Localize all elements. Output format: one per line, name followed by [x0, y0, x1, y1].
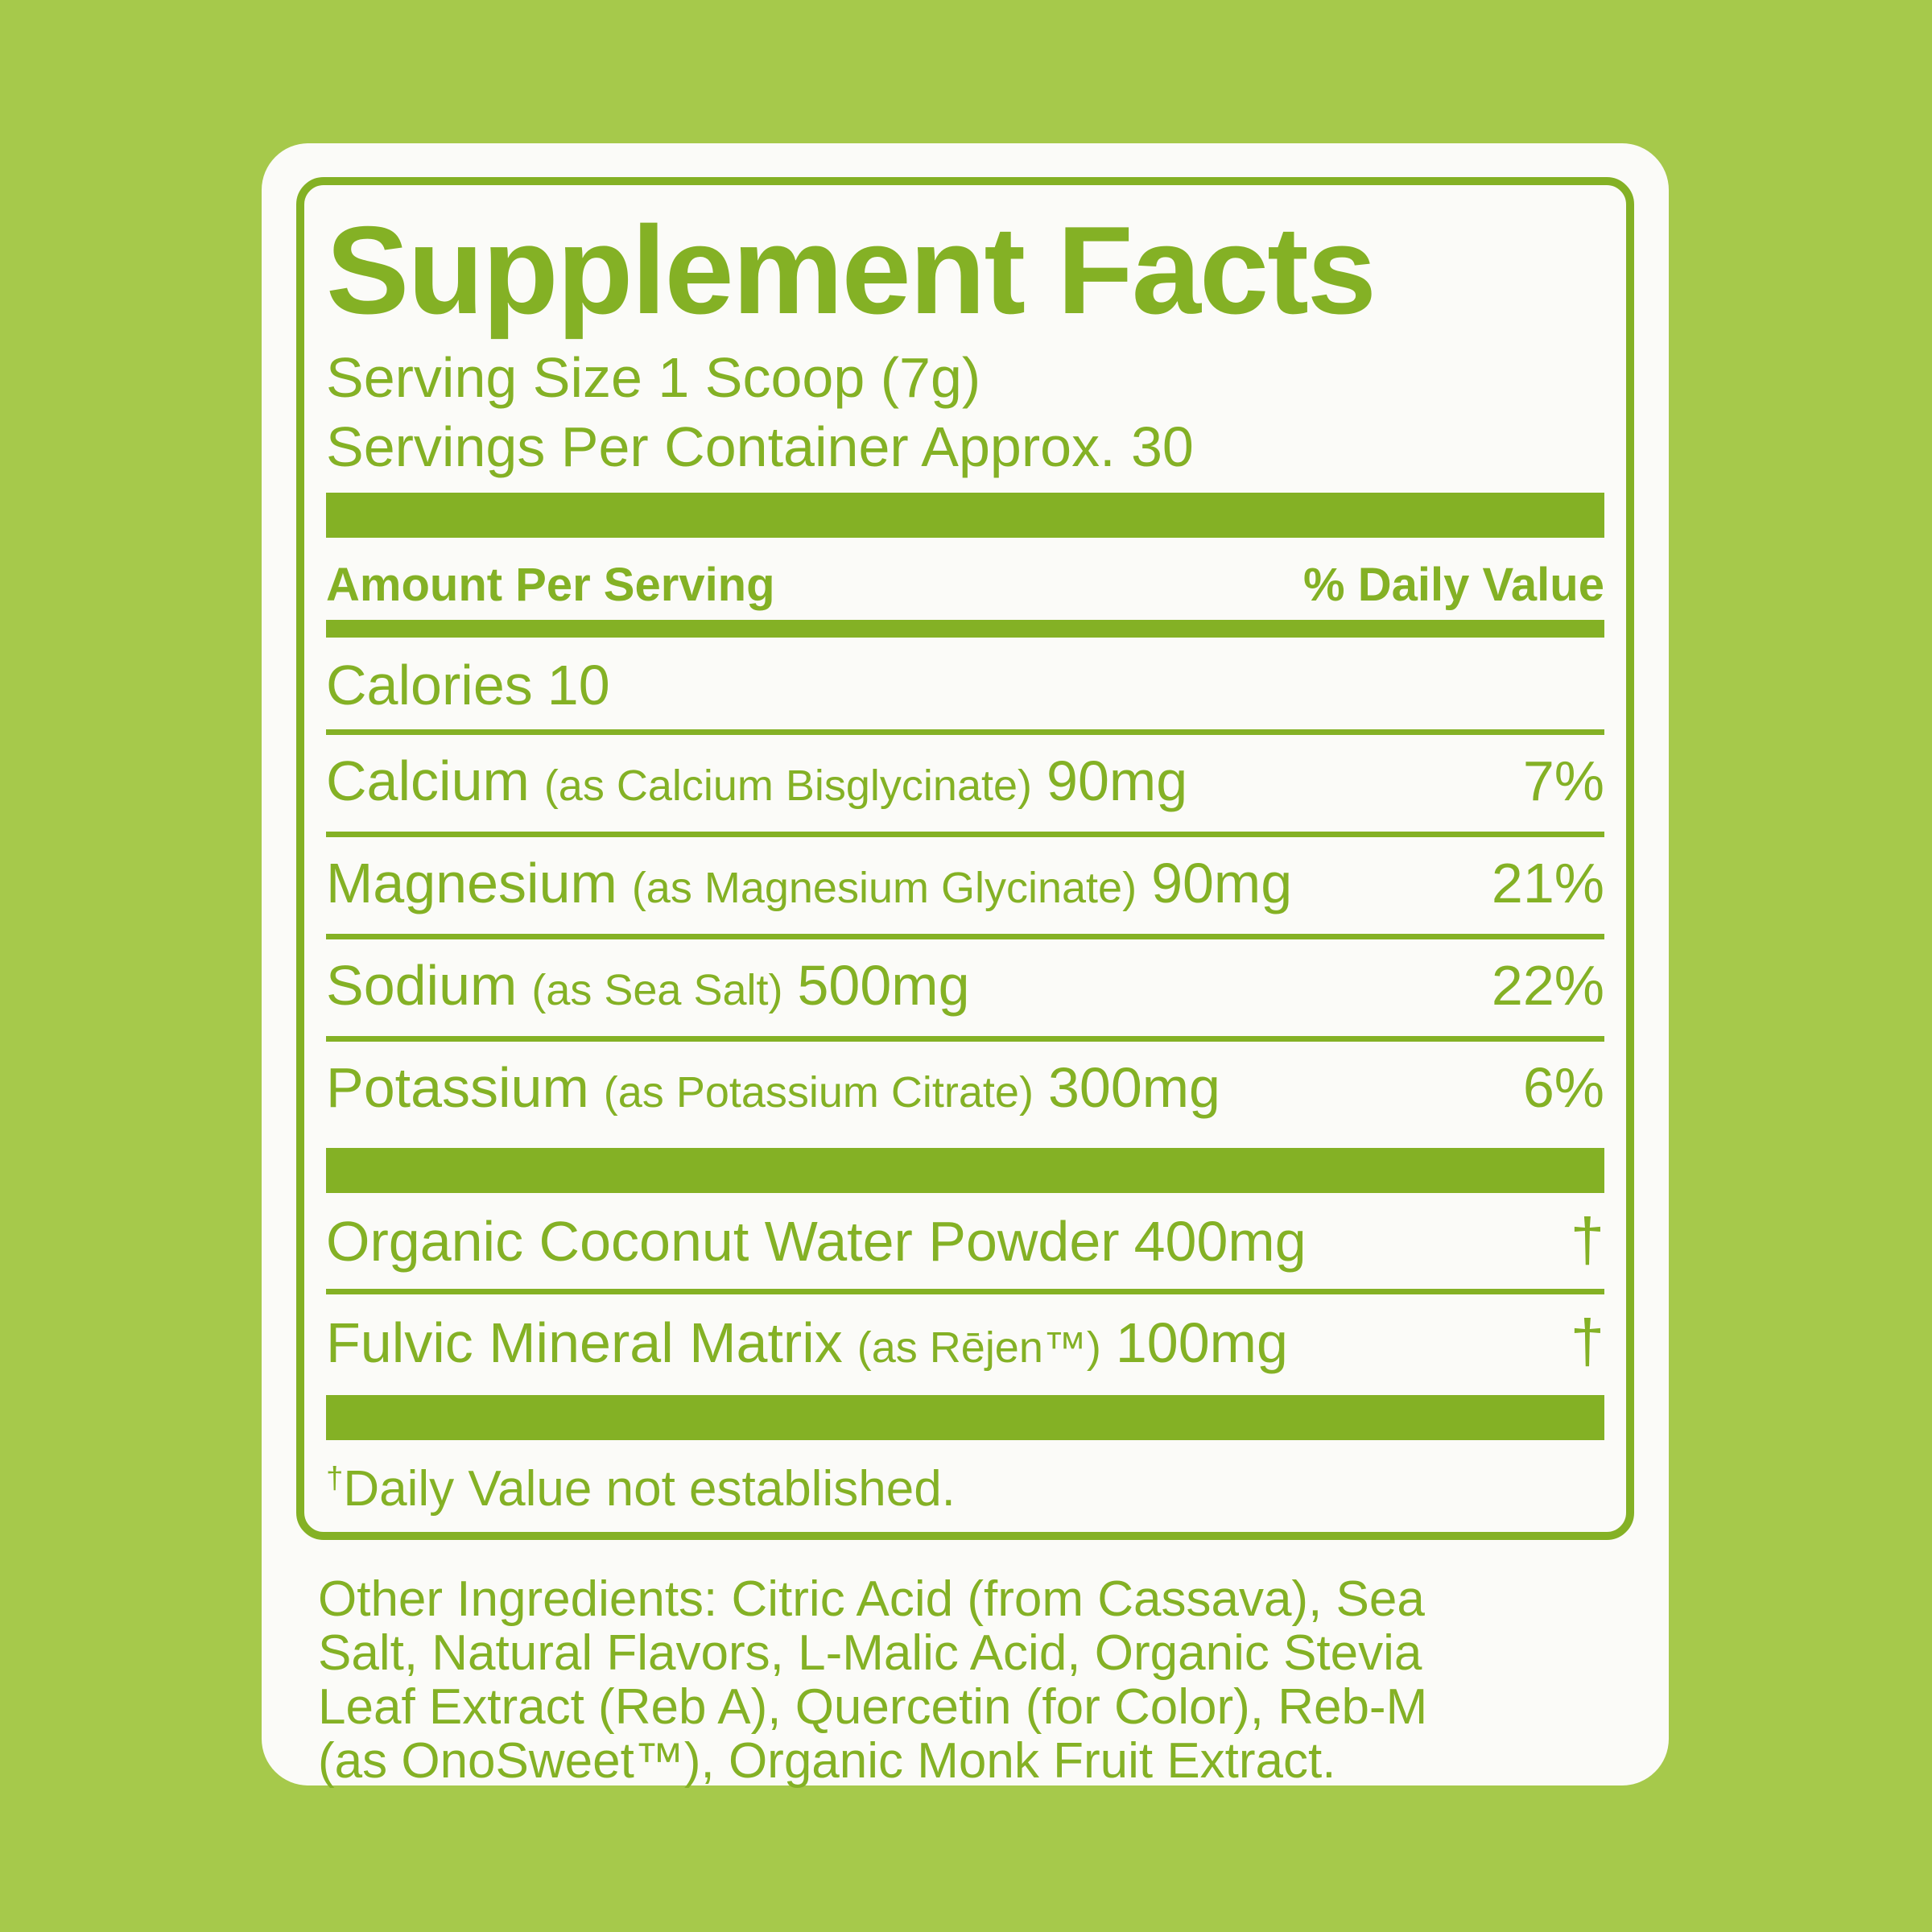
nutrient-daily-value: 21%: [1491, 852, 1604, 914]
servings-per-container-text: Servings Per Container Approx. 30: [326, 415, 1194, 478]
nutrient-daily-value: 7%: [1522, 749, 1604, 812]
supplement-facts-title: Supplement Facts: [326, 200, 1377, 340]
nutrient-daily-value: 22%: [1491, 954, 1604, 1017]
row-divider: [326, 1036, 1604, 1042]
footnote-dagger: †: [326, 1460, 344, 1496]
dagger-symbol: †: [1570, 1307, 1604, 1376]
calories-row: Calories 10: [326, 638, 1604, 729]
other-ingredients-line: Leaf Extract (Reb A), Quercetin (for Col…: [318, 1679, 1428, 1735]
nutrient-amount: 90mg: [1046, 749, 1188, 812]
daily-value-header: % Daily Value: [1303, 559, 1604, 611]
nutrient-name: Potassium: [326, 1056, 589, 1119]
thick-divider-bar-middle: [326, 1148, 1604, 1193]
nutrient-daily-value: 6%: [1522, 1056, 1604, 1119]
nutrient-name: Magnesium: [326, 852, 617, 914]
blend-amount: 400mg: [1133, 1210, 1307, 1273]
other-ingredients-paragraph: Other Ingredients: Citric Acid (from Cas…: [318, 1572, 1612, 1788]
thick-divider-bar-top: [326, 493, 1604, 538]
footnote-text: Daily Value not established.: [343, 1461, 956, 1517]
table-header-row: Amount Per Serving % Daily Value: [326, 560, 1604, 610]
nutrient-row-magnesium: Magnesium (as Magnesium Glycinate) 90mg …: [326, 837, 1604, 934]
blend-row-coconut-water: Organic Coconut Water Powder 400mg †: [326, 1193, 1604, 1289]
nutrient-form: (as Potassium Citrate): [603, 1068, 1034, 1117]
nutrient-name: Sodium: [326, 954, 518, 1017]
daily-value-footnote: †Daily Value not established.: [326, 1463, 1604, 1516]
other-ingredients-line: Other Ingredients: Citric Acid (from Cas…: [318, 1571, 1425, 1627]
nutrient-amount: 300mg: [1047, 1056, 1220, 1119]
blend-form: (as Rējen™): [857, 1323, 1101, 1372]
dagger-symbol: †: [1570, 1206, 1604, 1274]
supplement-label-card: Supplement Facts Serving Size 1 Scoop (7…: [262, 143, 1669, 1788]
blend-row-fulvic-mineral: Fulvic Mineral Matrix (as Rējen™) 100mg …: [326, 1294, 1604, 1395]
serving-info: Serving Size 1 Scoop (7g) Servings Per C…: [326, 343, 1604, 481]
blend-amount: 100mg: [1115, 1311, 1288, 1374]
serving-size-text: Serving Size 1 Scoop (7g): [326, 346, 981, 409]
row-divider: [326, 1289, 1604, 1294]
other-ingredients-line: (as OnoSweet™), Organic Monk Fruit Extra…: [318, 1733, 1336, 1789]
calories-label: Calories: [326, 654, 533, 716]
row-divider: [326, 934, 1604, 939]
calories-amount: 10: [547, 654, 610, 716]
nutrient-name: Calcium: [326, 749, 530, 812]
nutrient-form: (as Sea Salt): [531, 966, 783, 1014]
header-divider-rule: [326, 620, 1604, 638]
thick-divider-bar-bottom: [326, 1395, 1604, 1440]
row-divider: [326, 832, 1604, 837]
nutrient-row-potassium: Potassium (as Potassium Citrate) 300mg 6…: [326, 1042, 1604, 1138]
supplement-facts-box: Supplement Facts Serving Size 1 Scoop (7…: [296, 177, 1634, 1540]
nutrient-form: (as Calcium Bisglycinate): [543, 762, 1033, 810]
nutrient-row-sodium: Sodium (as Sea Salt) 500mg 22%: [326, 939, 1604, 1036]
nutrient-row-calcium: Calcium (as Calcium Bisglycinate) 90mg 7…: [326, 735, 1604, 832]
nutrient-amount: 90mg: [1151, 852, 1293, 914]
blend-name: Organic Coconut Water Powder: [326, 1210, 1120, 1273]
row-divider: [326, 729, 1604, 735]
blend-name: Fulvic Mineral Matrix: [326, 1311, 843, 1374]
nutrient-amount: 500mg: [797, 954, 970, 1017]
other-ingredients-line: Salt, Natural Flavors, L-Malic Acid, Org…: [318, 1625, 1422, 1681]
nutrient-form: (as Magnesium Glycinate): [631, 864, 1137, 912]
amount-per-serving-header: Amount Per Serving: [326, 559, 775, 611]
